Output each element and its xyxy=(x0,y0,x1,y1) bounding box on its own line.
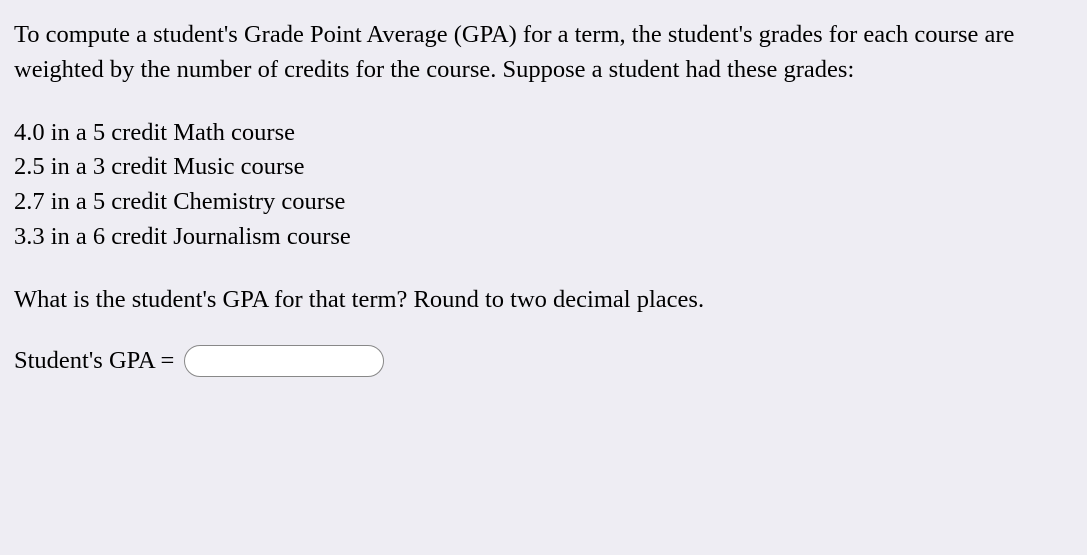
grade-line: 2.7 in a 5 credit Chemistry course xyxy=(14,185,1069,220)
gpa-input[interactable] xyxy=(184,345,384,377)
grade-line: 2.5 in a 3 credit Music course xyxy=(14,150,1069,185)
grade-line: 4.0 in a 5 credit Math course xyxy=(14,116,1069,151)
intro-paragraph: To compute a student's Grade Point Avera… xyxy=(14,18,1069,88)
answer-label: Student's GPA = xyxy=(14,347,174,375)
grades-list: 4.0 in a 5 credit Math course 2.5 in a 3… xyxy=(14,116,1069,255)
question-text: What is the student's GPA for that term?… xyxy=(14,283,1069,318)
grade-line: 3.3 in a 6 credit Journalism course xyxy=(14,220,1069,255)
problem-container: To compute a student's Grade Point Avera… xyxy=(0,0,1087,555)
answer-row: Student's GPA = xyxy=(14,345,1069,377)
